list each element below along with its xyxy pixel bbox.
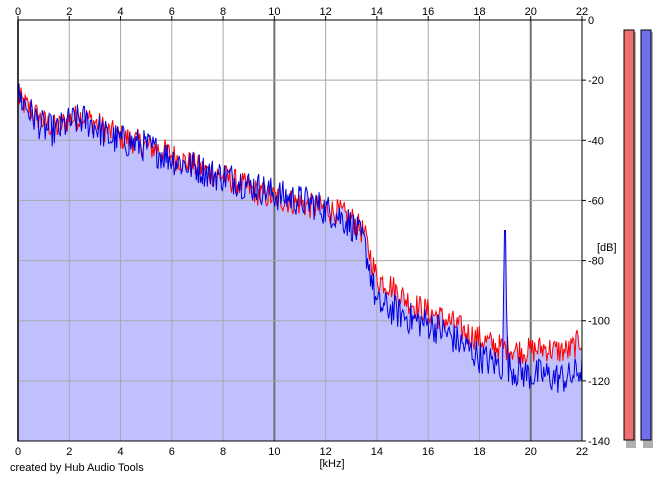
- y-tick-label: -140: [588, 436, 610, 448]
- x-tick-label-bottom: 22: [576, 446, 588, 458]
- x-tick-label-bottom: 2: [66, 446, 72, 458]
- x-tick-label-top: 20: [525, 6, 537, 18]
- x-tick-label-top: 18: [473, 6, 485, 18]
- x-tick-label-bottom: 14: [371, 446, 383, 458]
- x-tick-label-bottom: 18: [473, 446, 485, 458]
- level-meters: [623, 29, 653, 448]
- x-tick-label-bottom: 0: [15, 446, 21, 458]
- y-tick-label: -80: [588, 256, 604, 268]
- x-tick-label-bottom: 20: [525, 446, 537, 458]
- x-tick-label-top: 2: [66, 6, 72, 18]
- x-tick-label-bottom: 12: [320, 446, 332, 458]
- x-tick-label-top: 8: [220, 6, 226, 18]
- x-tick-label-top: 4: [117, 6, 123, 18]
- level-meter-left: [623, 29, 635, 441]
- x-tick-label-top: 22: [576, 6, 588, 18]
- x-tick-label-top: 14: [371, 6, 383, 18]
- y-tick-label: -20: [588, 75, 604, 87]
- x-tick-label-bottom: 8: [220, 446, 226, 458]
- x-tick-label-top: 12: [320, 6, 332, 18]
- x-tick-label-bottom: 10: [268, 446, 280, 458]
- x-tick-label-bottom: 4: [117, 446, 123, 458]
- x-tick-label-top: 6: [169, 6, 175, 18]
- series-red-line: [17, 87, 583, 365]
- x-tick-label-bottom: 16: [422, 446, 434, 458]
- credit-text: created by Hub Audio Tools: [10, 462, 144, 474]
- y-tick-label: -120: [588, 376, 610, 388]
- series-layer: [17, 83, 583, 393]
- x-tick-label-top: 0: [15, 6, 21, 18]
- spectrum-area: [18, 83, 582, 441]
- y-tick-label: 0: [588, 15, 594, 27]
- series-blue-line: [17, 83, 583, 393]
- level-meter-right: [640, 29, 652, 441]
- x-axis-label: [kHz]: [319, 458, 344, 470]
- y-tick-label: -100: [588, 316, 610, 328]
- y-tick-label: -60: [588, 195, 604, 207]
- x-tick-label-top: 10: [268, 6, 280, 18]
- x-tick-label-top: 16: [422, 6, 434, 18]
- plot-frame: [17, 19, 583, 442]
- y-tick-label: -40: [588, 135, 604, 147]
- x-tick-label-bottom: 6: [169, 446, 175, 458]
- area-layer: [18, 83, 582, 441]
- axis-layer: 002244668810101212141416161818202022220-…: [15, 6, 610, 458]
- y-axis-label: [dB]: [597, 242, 617, 254]
